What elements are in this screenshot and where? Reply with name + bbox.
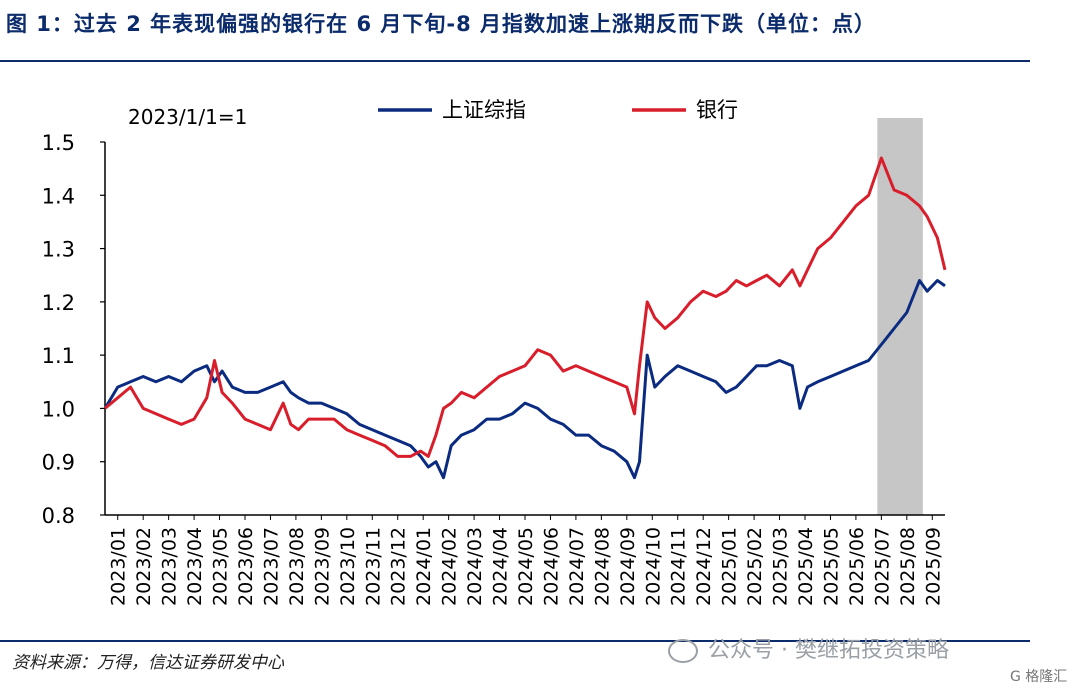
x-tick-label: 2023/01 — [108, 527, 130, 606]
y-tick-label: 1.2 — [42, 291, 75, 315]
x-tick-label: 2025/03 — [770, 527, 792, 606]
watermark-logo: G 格隆汇 — [1010, 669, 1068, 685]
y-tick-label: 1.5 — [42, 131, 75, 155]
x-tick-label: 2025/01 — [719, 527, 741, 606]
x-tick-label: 2024/05 — [515, 527, 537, 606]
y-tick-label: 1.1 — [42, 344, 75, 368]
watermark: 公众号 · 樊继拓投资策略 — [668, 632, 949, 664]
x-tick-label: 2025/07 — [871, 527, 893, 606]
x-tick-label: 2023/04 — [184, 527, 206, 606]
x-tick-label: 2024/08 — [591, 527, 613, 606]
y-tick-label: 0.8 — [42, 504, 75, 528]
shaded-period — [877, 118, 923, 515]
y-tick-label: 1.0 — [42, 397, 75, 421]
x-tick-label: 2023/02 — [133, 527, 155, 606]
x-tick-label: 2025/08 — [897, 527, 919, 606]
x-tick-label: 2024/01 — [413, 527, 435, 606]
footer-divider — [0, 640, 1030, 642]
x-tick-label: 2023/05 — [210, 527, 232, 606]
series-line-1 — [104, 156, 947, 458]
x-tick-label: 2024/03 — [464, 527, 486, 606]
x-tick-label: 2025/02 — [744, 527, 766, 606]
x-tick-label: 2023/12 — [388, 527, 410, 606]
x-tick-label: 2025/06 — [846, 527, 868, 606]
y-tick-label: 0.9 — [42, 451, 75, 475]
watermark-text: 公众号 · 樊继拓投资策略 — [708, 638, 949, 663]
y-tick-label: 1.4 — [42, 184, 75, 208]
x-tick-label: 2023/03 — [159, 527, 181, 606]
x-tick-label: 2025/05 — [820, 527, 842, 606]
title-divider — [0, 60, 1030, 62]
series-line-0 — [103, 279, 946, 480]
x-tick-label: 2024/12 — [693, 527, 715, 606]
x-tick-label: 2023/06 — [235, 527, 257, 606]
x-tick-label: 2024/11 — [668, 527, 690, 606]
chart-annotation: 2023/1/1=1 — [128, 105, 247, 129]
legend-label-1: 银行 — [696, 98, 738, 122]
x-tick-label: 2024/02 — [439, 527, 461, 606]
x-tick-label: 2024/06 — [540, 527, 562, 606]
page-title: 图 1：过去 2 年表现偏强的银行在 6 月下旬-8 月指数加速上涨期反而下跌（… — [6, 12, 877, 36]
x-tick-label: 2023/08 — [286, 527, 308, 606]
wechat-icon — [668, 639, 698, 663]
x-tick-label: 2024/07 — [566, 527, 588, 606]
x-tick-label: 2025/04 — [795, 527, 817, 606]
legend-label-0: 上证综指 — [442, 98, 526, 122]
x-tick-label: 2024/04 — [490, 527, 512, 606]
x-tick-label: 2023/10 — [337, 527, 359, 606]
x-tick-label: 2023/07 — [260, 527, 282, 606]
x-tick-label: 2024/10 — [642, 527, 664, 606]
x-tick-label: 2023/09 — [311, 527, 333, 606]
x-tick-label: 2024/09 — [617, 527, 639, 606]
source-note: 资料来源：万得，信达证券研发中心 — [12, 653, 284, 673]
y-tick-label: 1.3 — [42, 238, 75, 262]
x-tick-label: 2023/11 — [362, 527, 384, 606]
x-tick-label: 2025/09 — [922, 527, 944, 606]
